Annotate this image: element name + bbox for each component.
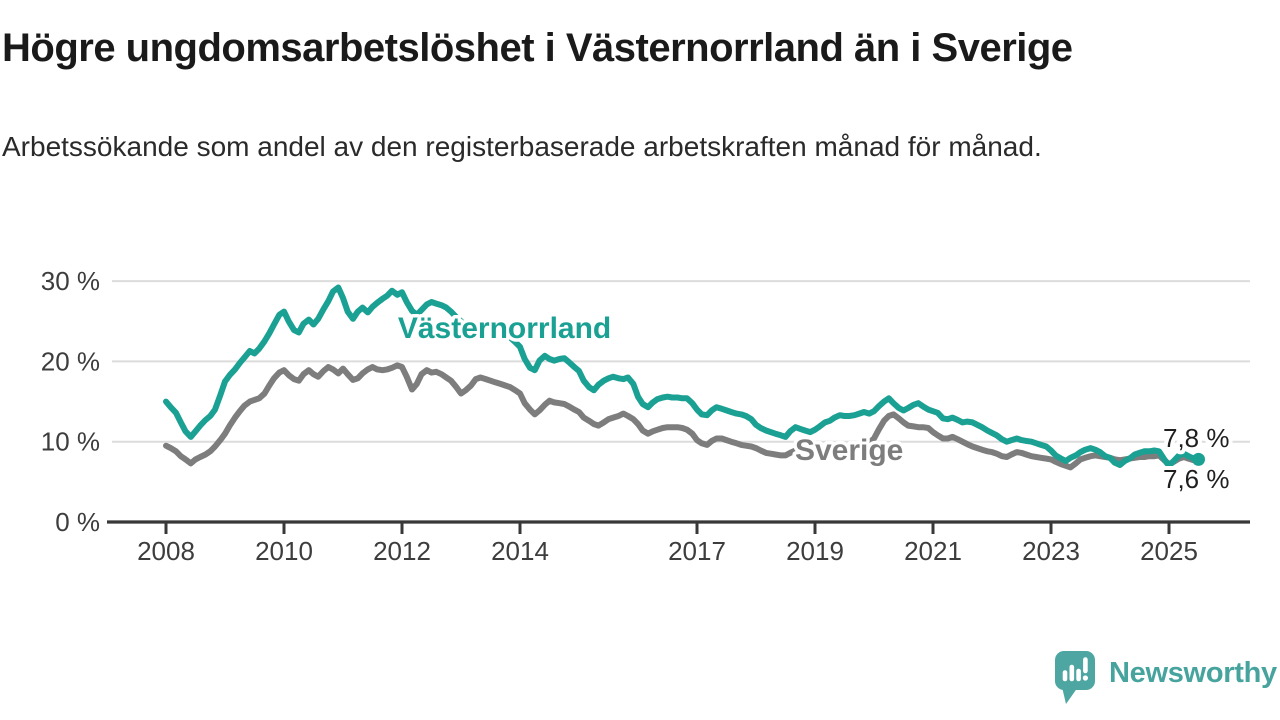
end-value-label-västernorrland: 7,8 %: [1163, 423, 1230, 453]
brand-name: Newsworthy: [1109, 657, 1277, 689]
series-label-västernorrland: Västernorrland: [398, 312, 611, 345]
x-tick-label: 2014: [491, 536, 549, 566]
brand-logo: Newsworthy: [1054, 650, 1277, 708]
x-tick-label: 2025: [1140, 536, 1198, 566]
x-tick-label: 2008: [137, 536, 195, 566]
y-tick-label: 10 %: [41, 427, 100, 457]
series-line-västernorrland: [163, 284, 1202, 469]
series-label-sverige: Sverige: [795, 434, 903, 467]
series-line-sverige: [163, 362, 1202, 471]
x-tick-label: 2010: [255, 536, 313, 566]
newsworthy-speech-bubble-barchart-icon: [1055, 651, 1095, 704]
x-tick-label: 2012: [373, 536, 431, 566]
page-subtitle: Arbetssökande som andel av den registerb…: [2, 131, 1042, 162]
x-tick-label: 2021: [904, 536, 962, 566]
y-tick-label: 0 %: [55, 507, 100, 537]
end-value-label-sverige: 7,6 %: [1163, 464, 1230, 494]
x-tick-label: 2017: [668, 536, 726, 566]
series-end-dot-västernorrland: [1192, 452, 1205, 466]
page-title: Högre ungdomsarbetslöshet i Västernorrla…: [2, 26, 1073, 70]
x-tick-label: 2023: [1022, 536, 1080, 566]
y-tick-label: 30 %: [41, 266, 100, 296]
y-tick-label: 20 %: [41, 346, 100, 376]
x-tick-label: 2019: [786, 536, 844, 566]
